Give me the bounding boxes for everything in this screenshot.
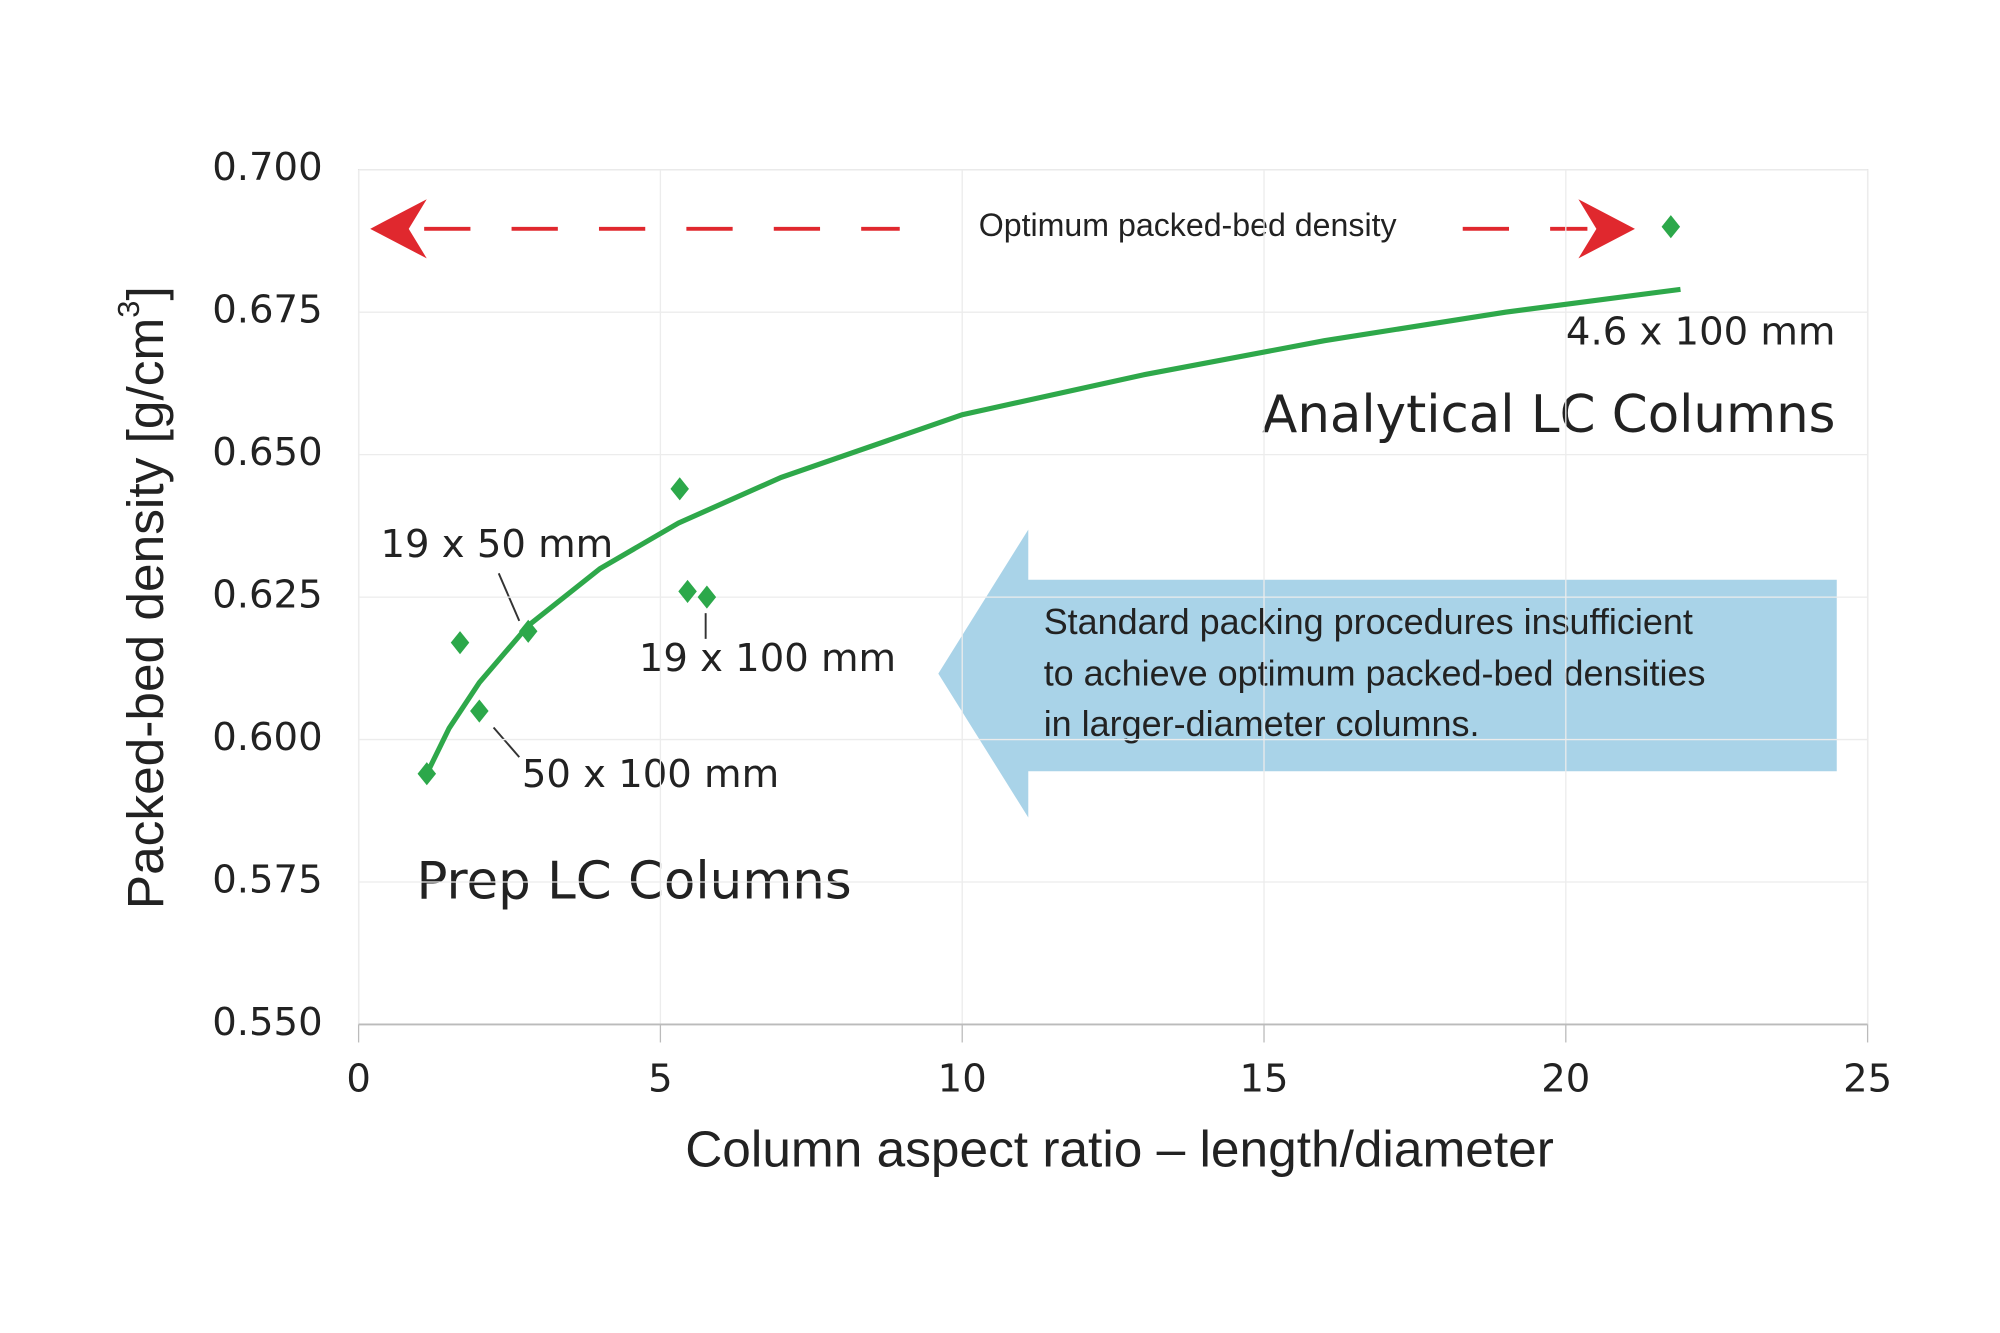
x-tick-label: 0 <box>346 1057 371 1102</box>
annotation: 4.6 x 100 mm <box>1566 310 1836 355</box>
x-tick-label: 25 <box>1843 1057 1892 1102</box>
annotation: Prep LC Columns <box>416 851 851 911</box>
y-tick-label: 0.550 <box>212 1000 322 1045</box>
x-tick-label: 5 <box>648 1057 673 1102</box>
y-tick-label: 0.700 <box>212 145 322 190</box>
leader-line <box>492 726 521 758</box>
data-point <box>518 619 538 643</box>
callout-arrow <box>938 529 1837 818</box>
annotation: 50 x 100 mm <box>522 752 779 797</box>
annotation: Optimum packed-bed density <box>979 207 1397 243</box>
y-tick-label: 0.675 <box>212 288 322 333</box>
data-point <box>470 699 489 723</box>
data-point <box>450 631 470 655</box>
annotation: Analytical LC Columns <box>1262 385 1835 445</box>
fit-curve <box>424 286 1681 775</box>
y-tick-label: 0.600 <box>212 715 322 760</box>
data-point <box>678 579 697 603</box>
callout-text: Standard packing procedures insufficient <box>1044 601 1693 642</box>
arrowhead <box>370 199 427 259</box>
data-point <box>1661 215 1681 239</box>
callout-text: in larger-diameter columns. <box>1044 703 1480 744</box>
annotation: 19 x 50 mm <box>380 522 613 567</box>
y-tick-label: 0.625 <box>212 573 322 618</box>
y-axis-title: Packed-bed density [g/cm3] <box>111 286 173 909</box>
y-tick-label: 0.575 <box>212 858 322 903</box>
x-axis-title: Column aspect ratio – length/diameter <box>685 1120 1554 1178</box>
data-point <box>670 477 689 501</box>
x-tick-label: 20 <box>1541 1057 1590 1102</box>
x-tick-label: 10 <box>938 1057 987 1102</box>
annotation: 19 x 100 mm <box>639 636 896 681</box>
callout-text: to achieve optimum packed-bed densities <box>1044 653 1706 694</box>
y-tick-label: 0.650 <box>212 430 322 475</box>
y-axis-title-end: ] <box>116 286 174 300</box>
y-axis-title-text: Packed-bed density [g/cm <box>116 318 174 909</box>
arrowhead <box>1578 199 1635 259</box>
data-point <box>417 762 437 786</box>
x-tick-label: 15 <box>1239 1057 1288 1102</box>
data-point <box>697 585 717 609</box>
y-axis-title-sup: 3 <box>111 301 146 318</box>
